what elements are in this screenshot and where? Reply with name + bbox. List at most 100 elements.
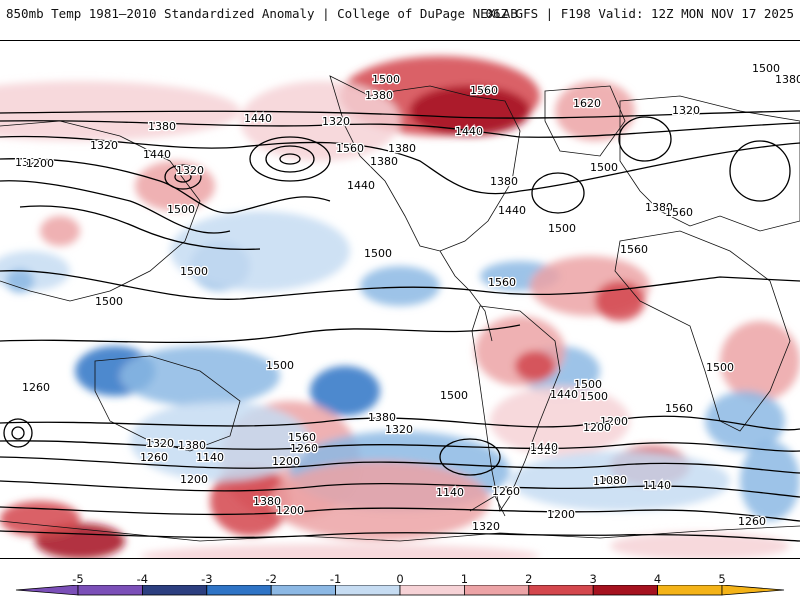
contour-label: 1380 bbox=[178, 439, 206, 452]
colorbar-tick-label: -2 bbox=[265, 572, 277, 586]
contour-label: 1200 bbox=[272, 455, 300, 468]
coastlines bbox=[0, 75, 800, 542]
anomaly-area-pos2 bbox=[135, 161, 215, 211]
anomaly-area-pos4 bbox=[410, 86, 530, 136]
contour-label: 1260 bbox=[738, 515, 766, 528]
contour-label: 1320 bbox=[15, 156, 43, 169]
contour-label: 1560 bbox=[665, 402, 693, 415]
anomaly-shading bbox=[0, 56, 800, 558]
map-title: 850mb Temp 1981–2010 Standardized Anomal… bbox=[6, 6, 518, 21]
contour-label: 1500 bbox=[364, 247, 392, 260]
colorbar-swatch-pos4 bbox=[592, 585, 659, 596]
contour-label: 1380 bbox=[365, 89, 393, 102]
colorbar-swatch-neg3 bbox=[206, 585, 272, 596]
contour-label: 1500 bbox=[580, 390, 608, 403]
colorbar-swatch-pos5 bbox=[657, 585, 723, 596]
anomaly-area-pos2 bbox=[40, 216, 80, 246]
contour-label: 1560 bbox=[665, 206, 693, 219]
contour-label: 1200 bbox=[26, 157, 54, 170]
contour-label: 1320 bbox=[672, 104, 700, 117]
contour-label: 1560 bbox=[288, 431, 316, 444]
contour-label: 1440 bbox=[530, 441, 558, 454]
anomaly-area-pos1 bbox=[240, 81, 400, 161]
antarctica-coast bbox=[0, 520, 800, 542]
colorbar-max-arrow bbox=[721, 585, 785, 596]
anomaly-area-neg1 bbox=[510, 451, 730, 511]
contour-label: 1500 bbox=[167, 203, 195, 216]
pressure-center-contour bbox=[265, 145, 315, 173]
colorbar-swatch-neg5 bbox=[77, 585, 143, 596]
colorbar-tick-label: 5 bbox=[718, 572, 726, 586]
contour-label: 1380 bbox=[370, 155, 398, 168]
contour-label: 1500 bbox=[95, 295, 123, 308]
contour-label: 1500 bbox=[752, 62, 780, 75]
anomaly-area-pos1 bbox=[610, 532, 790, 558]
colorbar-swatch-pos1 bbox=[399, 585, 465, 596]
contour-label: 1440 bbox=[498, 204, 526, 217]
contour-label: 1620 bbox=[573, 97, 601, 110]
colorbar-scale bbox=[15, 585, 785, 596]
height-contour-line bbox=[0, 480, 800, 498]
colorbar-tick-label: 3 bbox=[589, 572, 597, 586]
height-contour-line bbox=[0, 110, 800, 119]
contour-label: 1500 bbox=[706, 361, 734, 374]
anomaly-area-neg1 bbox=[130, 401, 310, 481]
contour-label: 1200 bbox=[276, 504, 304, 517]
contour-label: 1560 bbox=[336, 142, 364, 155]
contour-label: 1200 bbox=[180, 473, 208, 486]
contour-label: 1380 bbox=[775, 73, 800, 86]
height-contours bbox=[0, 110, 800, 542]
model-run-info: 06Z GFS | F198 Valid: 12Z MON NOV 17 202… bbox=[485, 6, 794, 21]
height-contour-line bbox=[0, 324, 521, 344]
colorbar: -5 -4 -3 -2 -1 0 1 2 3 4 5 bbox=[0, 572, 800, 600]
anomaly-area-neg1 bbox=[170, 211, 350, 291]
height-contour-line bbox=[0, 180, 231, 234]
colorbar-tick-label: -5 bbox=[72, 572, 84, 586]
greenland-coast bbox=[544, 85, 626, 157]
contour-label: 1500 bbox=[548, 222, 576, 235]
contour-label: 1080 bbox=[599, 474, 627, 487]
contour-label: 1320 bbox=[90, 139, 118, 152]
contour-label: 1440 bbox=[455, 125, 483, 138]
pressure-center-contour bbox=[11, 426, 25, 440]
contour-label: 1500 bbox=[574, 378, 602, 391]
pressure-center-contour bbox=[174, 171, 192, 183]
asia-east-coast bbox=[0, 120, 201, 302]
contour-label: 1440 bbox=[347, 179, 375, 192]
colorbar-swatch-pos3 bbox=[528, 585, 594, 596]
colorbar-swatch-neg2 bbox=[270, 585, 337, 596]
colorbar-swatch-neg1 bbox=[335, 585, 401, 596]
contour-label: 1140 bbox=[196, 451, 224, 464]
anomaly-area-neg2 bbox=[360, 266, 440, 306]
contour-label: 1260 bbox=[140, 451, 168, 464]
anomaly-area-pos1 bbox=[490, 386, 630, 456]
contour-label: 1200 bbox=[600, 415, 628, 428]
contour-label: 1260 bbox=[492, 485, 520, 498]
contour-label: 1560 bbox=[488, 276, 516, 289]
anomaly-area-neg3 bbox=[310, 366, 380, 416]
contour-label: 1380 bbox=[148, 120, 176, 133]
anomaly-area-pos3 bbox=[515, 351, 555, 381]
height-contour-line bbox=[0, 270, 800, 300]
height-contour-line bbox=[0, 440, 800, 452]
north-america-coast bbox=[329, 75, 521, 252]
colorbar-tick-label: 2 bbox=[525, 572, 533, 586]
pressure-center-contour bbox=[249, 136, 331, 182]
contour-label: 1320 bbox=[472, 520, 500, 533]
contour-labels: 1500150013801560162013201380144013201380… bbox=[0, 41, 800, 534]
colorbar-tick-label: -3 bbox=[201, 572, 213, 586]
height-contour-line bbox=[0, 120, 800, 138]
contour-label: 1320 bbox=[322, 115, 350, 128]
contour-label: 1140 bbox=[643, 479, 671, 492]
contour-label: 1440 bbox=[550, 388, 578, 401]
contour-label: 1260 bbox=[593, 475, 621, 488]
contour-label: 1380 bbox=[253, 495, 281, 508]
contour-label: 1560 bbox=[470, 84, 498, 97]
contour-label: 1500 bbox=[590, 161, 618, 174]
height-contour-line bbox=[0, 506, 800, 522]
contour-label: 1260 bbox=[22, 381, 50, 394]
height-contour-line bbox=[0, 158, 331, 214]
anomaly-area-pos1 bbox=[140, 544, 540, 558]
anomaly-area-pos2 bbox=[270, 461, 490, 541]
pressure-center-contour bbox=[279, 153, 301, 165]
